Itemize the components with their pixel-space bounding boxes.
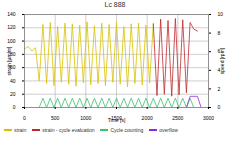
svg-text:140: 140	[7, 11, 16, 17]
svg-text:3000: 3000	[203, 115, 214, 121]
html-text:strain - cycle evaluation: strain - cycle evaluation	[42, 127, 95, 133]
svg-text:60: 60	[9, 64, 16, 71]
svg-text:40: 40	[10, 78, 16, 84]
html-text:overflow: overflow	[159, 127, 178, 133]
svg-text:500: 500	[51, 115, 60, 121]
html-text:Cycle counting: Cycle counting	[110, 127, 144, 133]
html-text:strain: strain	[14, 127, 27, 133]
svg-text:100: 100	[7, 38, 16, 44]
svg-text:Time [s]: Time [s]	[108, 117, 126, 123]
svg-text:1000: 1000	[80, 115, 91, 121]
svg-text:10: 10	[218, 11, 224, 17]
svg-text:strain [µm/m]: strain [µm/m]	[6, 46, 12, 76]
svg-text:2500: 2500	[172, 115, 183, 121]
svg-text:120: 120	[7, 24, 16, 30]
svg-text:80: 80	[9, 51, 16, 57]
svg-text:speed [rpm]: speed [rpm]	[219, 47, 225, 74]
svg-text:2: 2	[218, 86, 221, 92]
svg-text:0: 0	[23, 115, 26, 121]
html-text:Lc 888: Lc 888	[104, 1, 126, 8]
svg-text:2000: 2000	[142, 115, 153, 121]
svg-text:8: 8	[218, 30, 221, 36]
svg-text:0: 0	[13, 104, 16, 110]
svg-text:20: 20	[10, 91, 16, 97]
svg-text:0: 0	[218, 104, 221, 110]
